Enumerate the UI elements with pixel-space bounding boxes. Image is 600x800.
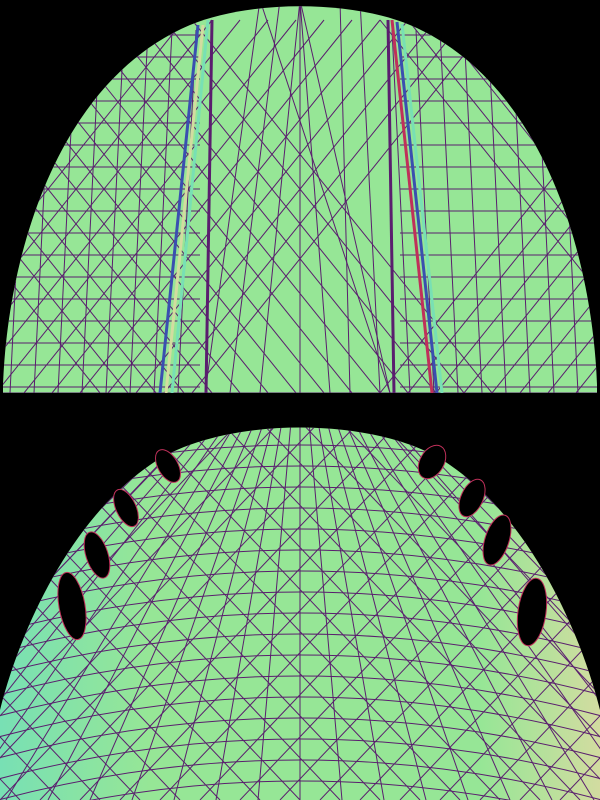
mesh-edge [359,6,381,393]
mesh-edge [119,427,501,800]
edge-strip [400,23,444,393]
mesh-edge [239,427,600,800]
mesh-edge [463,29,483,393]
mesh-edge [299,6,331,393]
mesh-edge [487,29,507,393]
mesh-edge [191,19,493,393]
mesh-edge [259,6,301,393]
mesh-edge [307,427,343,800]
mesh-hole [57,571,87,641]
edge-strip [164,24,205,393]
edge-strip [170,19,210,393]
mesh-viewport-top[interactable] [0,0,600,400]
mesh-edge [407,19,597,393]
mesh-edge [47,427,253,800]
mesh-edge [3,19,241,393]
mesh-edge [3,19,101,393]
mesh-edge [5,427,245,800]
mesh-edge [129,29,149,393]
mesh-edge [135,19,437,393]
mesh-edge [163,19,465,393]
mesh-edge [363,427,600,800]
mesh-edge [131,427,269,800]
mesh-edge [0,427,181,800]
mesh-edge [323,427,427,800]
mesh-edge [0,427,141,800]
mesh-edge [79,19,381,393]
mesh-edge [229,6,281,393]
mesh-hole [417,444,447,480]
mesh-edge [519,427,600,800]
mesh-edge [3,19,129,393]
edge-strip [386,19,396,393]
mesh-edge [3,19,213,393]
mesh-edge [279,427,600,800]
mesh-edge [199,427,581,800]
mesh-edge [153,29,173,393]
mesh-edge [439,427,600,800]
mesh-edge [159,427,541,800]
mesh-edge [479,427,600,800]
mesh-edge [215,427,285,800]
mesh-hole [516,577,548,647]
edge-strip [158,24,200,393]
mesh-hole [458,478,486,518]
mesh-edge [105,29,125,393]
mesh-edge [0,427,101,800]
edge-strip [390,19,434,393]
mesh-edge [379,19,597,393]
mesh-edge [177,29,197,393]
mesh-viewport-bottom[interactable] [0,400,600,800]
mesh-edge [299,6,391,393]
mesh-hole [155,449,181,483]
wireframe-mesh-bottom [0,427,600,800]
mesh-hole [482,514,512,566]
mesh-edge [439,29,459,393]
mesh-hole [113,488,139,528]
mesh-edge [331,427,469,800]
mesh-edge [491,19,597,393]
edge-strip [204,19,214,393]
mesh-edge [519,19,597,393]
mesh-edge [319,427,600,800]
edge-strip [395,21,439,393]
mesh-edge [204,6,261,393]
mesh-edge [259,6,391,393]
mesh-edge [0,427,301,800]
mesh-edge [315,427,385,800]
mesh-hole [83,531,111,579]
wireframe-mesh-top [3,6,597,393]
mesh-edge [463,19,597,393]
mesh-edge [107,19,409,393]
mesh-edge [391,29,411,393]
